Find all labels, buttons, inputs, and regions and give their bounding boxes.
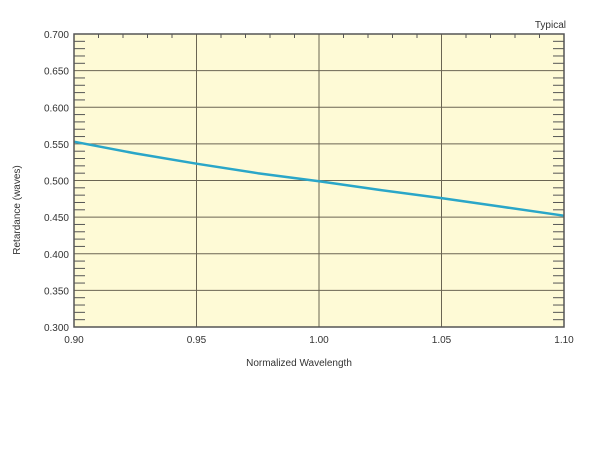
x-tick-label: 1.00 bbox=[309, 335, 329, 346]
y-axis-label: Retardance (waves) bbox=[12, 165, 23, 254]
y-tick-label: 0.550 bbox=[44, 140, 69, 151]
x-tick-label: 0.90 bbox=[64, 335, 84, 346]
y-tick-label: 0.700 bbox=[44, 30, 69, 41]
y-tick-label: 0.500 bbox=[44, 177, 69, 188]
y-tick-label: 0.400 bbox=[44, 250, 69, 261]
y-tick-label: 0.600 bbox=[44, 103, 69, 114]
series-group bbox=[73, 140, 565, 217]
y-tick-label: 0.450 bbox=[44, 213, 69, 224]
x-tick-label: 0.95 bbox=[187, 335, 207, 346]
series-line bbox=[73, 140, 565, 217]
y-tick-label: 0.650 bbox=[44, 67, 69, 78]
x-axis-label: Normalized Wavelength bbox=[246, 358, 352, 369]
y-tick-label: 0.300 bbox=[44, 323, 69, 334]
plot-frame bbox=[73, 33, 565, 328]
x-tick-labels: 0.90 0.95 1.00 1.05 1.10 bbox=[64, 335, 574, 346]
x-tick-label: 1.10 bbox=[554, 335, 574, 346]
y-tick-labels: 0.300 0.350 0.400 0.450 0.500 0.550 0.600 0.650… bbox=[44, 30, 69, 334]
y-tick-label: 0.350 bbox=[44, 286, 69, 297]
annotation-typical: Typical bbox=[535, 20, 566, 31]
x-tick-label: 1.05 bbox=[432, 335, 452, 346]
tick-marks bbox=[74, 34, 564, 321]
